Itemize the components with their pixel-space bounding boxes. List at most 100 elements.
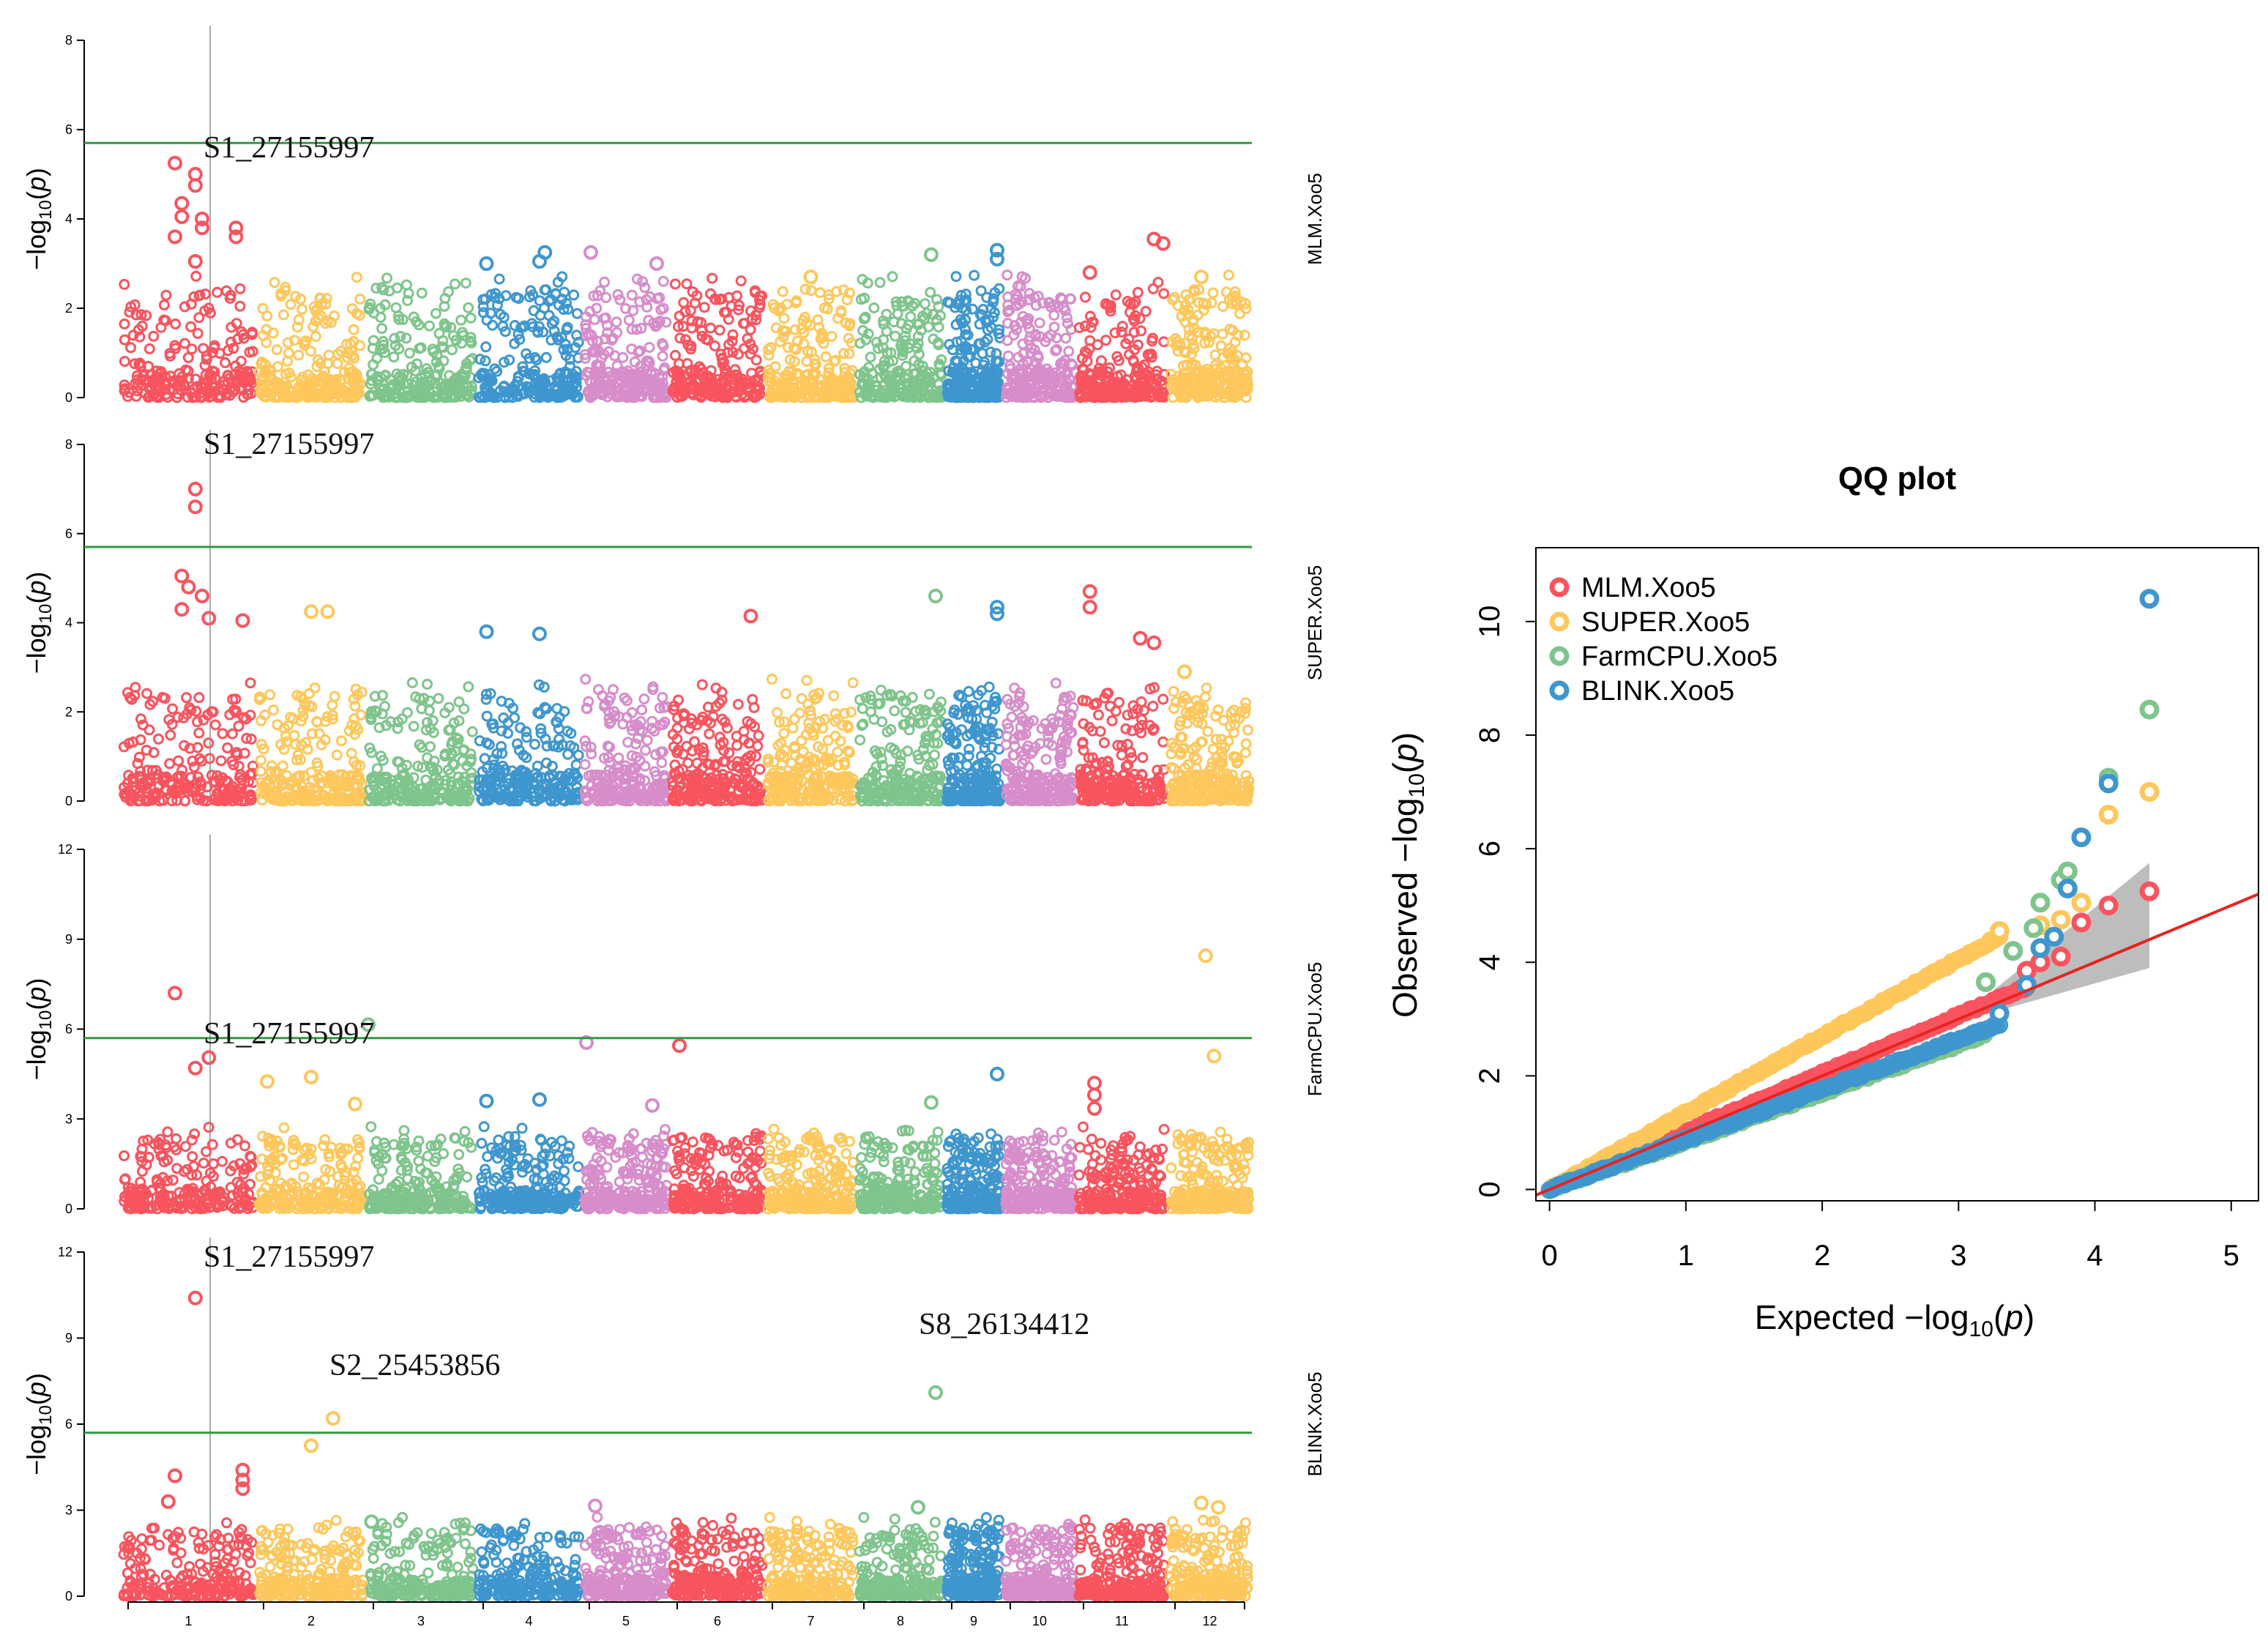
y-axis-label: −log10(p) xyxy=(21,168,56,270)
snp-point xyxy=(119,278,130,290)
snp-point xyxy=(165,350,176,362)
snp-point xyxy=(348,352,360,364)
y-tick-label: 0 xyxy=(65,794,72,808)
snp-point xyxy=(735,275,747,287)
snp-point xyxy=(406,677,418,688)
snp-point xyxy=(200,288,211,300)
snp-point xyxy=(220,357,231,368)
snp-point xyxy=(669,278,681,290)
snp-annotation-label: S1_27155997 xyxy=(204,131,374,165)
top-snp-point xyxy=(168,155,182,171)
snp-point xyxy=(342,347,354,359)
snp-point xyxy=(296,303,308,315)
snp-point xyxy=(450,278,460,290)
snp-point xyxy=(160,289,172,301)
snp-point xyxy=(291,321,303,333)
snp-point xyxy=(196,381,208,392)
snp-point xyxy=(264,689,276,701)
snp-point xyxy=(617,718,629,730)
snp-point xyxy=(400,332,412,344)
snp-point xyxy=(657,275,669,287)
snp-point xyxy=(487,319,499,331)
snp-point xyxy=(905,311,917,322)
snp-point xyxy=(681,278,693,290)
snp-point xyxy=(847,677,859,689)
snp-point xyxy=(127,329,139,341)
snp-point xyxy=(242,389,254,400)
snp-point xyxy=(190,270,202,282)
snp-point xyxy=(766,674,777,685)
snp-point xyxy=(731,740,743,751)
snp-point xyxy=(227,728,238,740)
snp-point xyxy=(1132,286,1144,298)
snp-point xyxy=(641,734,653,746)
snp-point xyxy=(463,681,474,693)
snp-point xyxy=(698,302,710,313)
snp-point xyxy=(195,392,207,403)
snp-point xyxy=(371,763,383,775)
snp-point xyxy=(929,749,941,761)
snp-point xyxy=(657,351,668,362)
snp-point xyxy=(969,269,980,281)
snp-point xyxy=(420,774,432,786)
snp-point xyxy=(152,733,164,745)
snp-point xyxy=(309,682,321,693)
snp-point xyxy=(214,348,225,360)
snp-point xyxy=(733,349,744,360)
top-snp-point xyxy=(924,247,939,262)
snp-point xyxy=(539,302,550,314)
snp-point xyxy=(205,308,216,319)
snp-point xyxy=(192,327,204,339)
snp-point xyxy=(599,276,611,288)
y-tick-label: 8 xyxy=(65,437,72,452)
snp-point xyxy=(185,321,197,332)
snp-point xyxy=(212,286,223,298)
y-tick-label: 2 xyxy=(65,704,72,719)
snp-point xyxy=(119,384,131,395)
snp-point xyxy=(153,376,165,388)
snp-point xyxy=(924,688,935,700)
y-tick-label: 6 xyxy=(65,122,72,137)
snp-point xyxy=(141,310,152,321)
snp-point xyxy=(1048,310,1060,321)
snp-point xyxy=(562,748,574,760)
snp-point xyxy=(626,289,638,301)
snp-point xyxy=(826,331,838,342)
snp-point xyxy=(889,330,901,342)
snp-point xyxy=(509,712,521,723)
snp-point xyxy=(900,707,911,718)
snp-point xyxy=(136,320,148,332)
snp-point xyxy=(1116,321,1128,332)
snp-point xyxy=(313,354,324,365)
snp-point xyxy=(346,303,358,315)
top-snp-point xyxy=(649,256,664,271)
snp-point xyxy=(705,322,717,334)
snp-point xyxy=(887,271,898,283)
snp-point xyxy=(209,366,220,378)
snp-point xyxy=(119,356,130,368)
snp-point xyxy=(865,351,876,363)
snp-point xyxy=(234,300,246,312)
snp-point xyxy=(1063,346,1075,357)
snp-point xyxy=(269,277,280,288)
snp-point xyxy=(141,374,152,385)
snp-point xyxy=(706,272,718,284)
snp-point xyxy=(463,302,474,313)
snp-point xyxy=(310,331,321,343)
snp-point xyxy=(193,727,205,739)
snp-point xyxy=(696,679,708,690)
snp-point xyxy=(481,710,493,722)
snp-point xyxy=(458,703,470,715)
snp-point xyxy=(234,372,246,384)
y-tick-label: 2 xyxy=(65,301,72,316)
snp-point xyxy=(256,357,268,368)
snp-point xyxy=(335,346,347,357)
snp-point xyxy=(267,704,279,716)
snp-point xyxy=(1034,317,1045,329)
snp-point xyxy=(682,757,694,769)
snp-point xyxy=(182,351,194,363)
snp-point xyxy=(125,342,136,354)
snp-point xyxy=(283,347,294,359)
snp-point xyxy=(288,335,300,346)
snp-point xyxy=(179,338,190,349)
